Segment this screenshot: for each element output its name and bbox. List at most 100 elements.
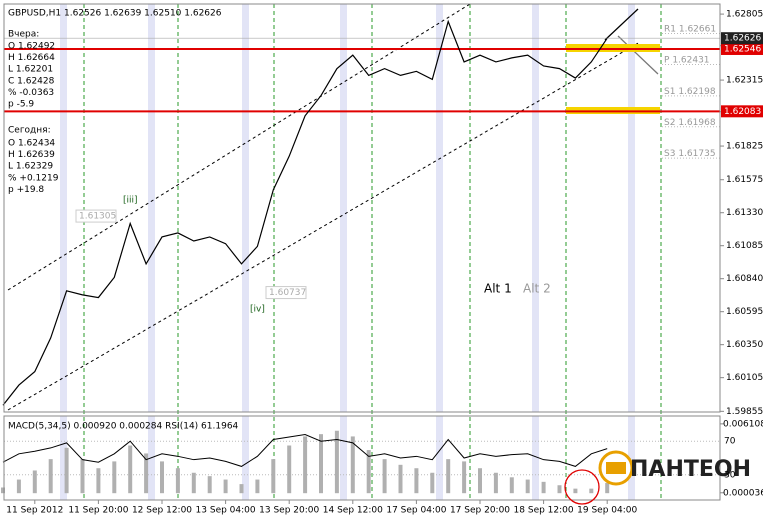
pivot-value: 1.62431	[672, 55, 709, 65]
level-label: 1.62546	[724, 44, 761, 54]
macd-bar	[525, 479, 530, 494]
macd-bar	[430, 472, 435, 494]
logo: ПАНТЕОН	[598, 450, 751, 486]
macd-bar	[96, 468, 101, 494]
macd-bar	[382, 459, 387, 494]
macd-bar	[462, 461, 467, 494]
channel	[7, 3, 641, 411]
level-label: 1.62083	[724, 107, 761, 117]
y-tick-label: 1.60350	[726, 340, 763, 350]
alt-label: Alt 2	[523, 282, 551, 296]
info-line: % +0.1219	[8, 173, 59, 183]
macd-bar	[191, 472, 196, 494]
y-tick-label: 1.60595	[726, 307, 763, 317]
y-tick-label: 0.000036	[723, 488, 763, 498]
macd-bar	[255, 479, 260, 494]
highlight-circle	[564, 469, 600, 505]
info-line: % -0.0363	[8, 88, 54, 98]
logo-text: ПАНТЕОН	[630, 457, 751, 482]
level-box	[721, 42, 763, 55]
x-tick-label: 11 Sep 2012	[6, 506, 63, 516]
info-line: O 1.62492	[8, 42, 55, 52]
x-tick-label: 13 Sep 04:00	[196, 506, 256, 516]
pivot-name: S3	[664, 149, 675, 159]
x-tick-label: 13 Sep 20:00	[259, 506, 319, 516]
pivot-label: P 1.62431	[664, 55, 710, 65]
macd-bar	[319, 434, 323, 494]
pivot-value: 1.61968	[678, 117, 715, 127]
current-price-box	[721, 32, 763, 45]
rsi-line	[2, 433, 608, 467]
macd-bar	[16, 479, 21, 494]
y-tick-label: 1.61575	[726, 175, 763, 185]
info-line: H 1.62664	[8, 53, 55, 63]
pivot-label: R1 1.62661	[664, 24, 716, 34]
pivot-label: S3 1.61735	[664, 149, 716, 159]
pivot-value: 1.61735	[678, 149, 715, 159]
x-tick-label: 11 Sep 20:00	[68, 506, 128, 516]
macd-bar	[478, 468, 482, 494]
info-line: C 1.62428	[8, 76, 55, 86]
x-tick-label: 19 Sep 04:00	[577, 506, 637, 516]
price-mark-label: 1.61305	[79, 212, 116, 222]
macd-bar	[239, 484, 244, 494]
info-line: H 1.62639	[8, 150, 55, 160]
chart-title: GBPUSD,H1 1.62526 1.62639 1.62510 1.6262…	[8, 9, 222, 19]
y-tick-label: 1.62315	[726, 76, 763, 86]
macd-bar	[48, 459, 53, 494]
price-mark-box	[75, 209, 117, 223]
y2-tick-label: 30	[724, 470, 736, 480]
macd-bar	[557, 485, 562, 494]
info-title: Вчера:	[8, 30, 39, 40]
info-line: p -5.9	[8, 100, 34, 110]
y-tick-label: 1.61085	[726, 241, 763, 251]
y-tick-label: 0.006108	[723, 419, 763, 429]
x-tick-label: 14 Sep 12:00	[323, 506, 383, 516]
plot-frame	[3, 3, 721, 413]
macd-bar	[493, 472, 498, 494]
pivot-name: P	[664, 55, 670, 65]
macd-bar	[287, 445, 292, 494]
macd-bar	[589, 488, 594, 494]
macd-bar	[80, 459, 85, 494]
pivot-value: 1.62198	[678, 86, 715, 96]
info-line: L 1.62329	[8, 162, 53, 172]
indicator-frame	[3, 415, 721, 501]
y-tick-label: 1.59855	[726, 407, 763, 417]
macd-bar	[112, 461, 117, 494]
pivot-name: S1	[664, 86, 675, 96]
macd-bar	[303, 436, 308, 494]
y2-tick-label: 70	[724, 437, 736, 447]
price-line	[2, 19, 608, 406]
macd-bar	[128, 445, 133, 494]
pivot-name: R1	[664, 24, 676, 34]
current-price-label: 1.62626	[724, 34, 761, 44]
macd-bar	[605, 482, 610, 494]
macd-bar	[334, 430, 339, 494]
macd-bar	[414, 468, 419, 494]
pivot-label: S2 1.61968	[664, 117, 716, 127]
macd-bar	[366, 450, 371, 494]
wave-label: [iii]	[123, 196, 138, 206]
y-tick-label: 1.62805	[726, 10, 763, 20]
day-separators	[83, 4, 662, 500]
session-bands	[60, 4, 635, 500]
indicator-plot	[1, 430, 720, 494]
macd-bar	[541, 481, 546, 494]
pivot-name: S2	[664, 117, 675, 127]
macd-bar	[160, 461, 164, 494]
x-tick-label: 12 Sep 12:00	[132, 506, 192, 516]
level-box	[721, 105, 763, 118]
price-mark-label: 1.60737	[269, 288, 306, 298]
info-line: O 1.62434	[8, 139, 55, 149]
x-tick-label: 18 Sep 12:00	[514, 506, 574, 516]
info-title: Сегодня:	[8, 126, 51, 136]
y-tick-label: 1.61330	[726, 208, 763, 218]
indicator-title: MACD(5,34,5) 0.000920 0.000284 RSI(14) 6…	[8, 422, 239, 432]
macd-bar	[32, 470, 37, 494]
y-tick-label: 1.60105	[726, 373, 763, 383]
macd-bar	[223, 479, 228, 494]
